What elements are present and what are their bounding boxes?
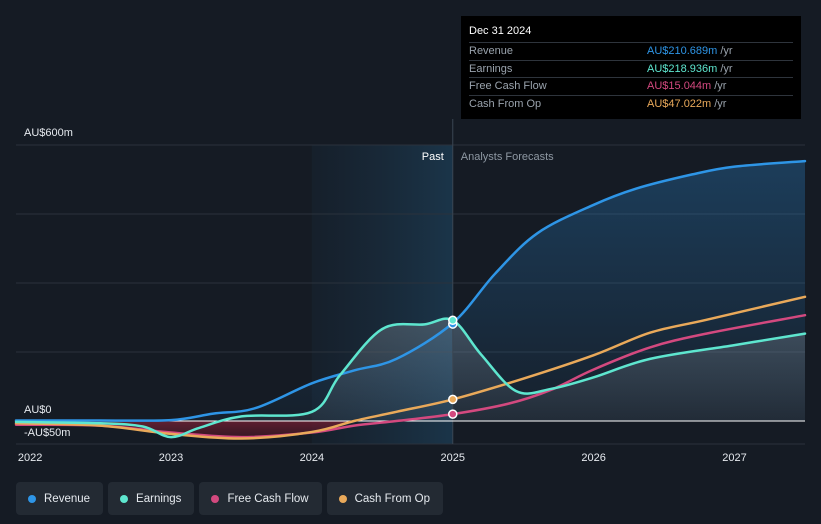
tooltip-unit: /yr bbox=[720, 62, 733, 75]
series-lines bbox=[14, 159, 807, 440]
forecast-label: Analysts Forecasts bbox=[461, 151, 554, 163]
y-tick-label: AU$600m bbox=[24, 127, 73, 139]
tooltip-unit: /yr bbox=[714, 97, 727, 110]
tooltip-value: AU$47.022m bbox=[647, 97, 712, 110]
x-tick-label: 2025 bbox=[441, 452, 465, 464]
legend-item-earnings[interactable]: Earnings bbox=[108, 482, 195, 515]
tooltip-row-cash-from-op: Cash From Op AU$47.022m /yr bbox=[469, 94, 793, 113]
marker-earnings bbox=[448, 315, 458, 326]
highlight-markers bbox=[448, 315, 458, 419]
x-tick-label: 2024 bbox=[300, 452, 324, 464]
tooltip-row-revenue: Revenue AU$210.689m /yr bbox=[469, 42, 793, 60]
series-line-revenue bbox=[14, 159, 807, 422]
y-tick-label: AU$0 bbox=[24, 404, 52, 416]
past-label: Past bbox=[422, 151, 444, 163]
marker-free-cash-flow bbox=[448, 409, 458, 419]
tooltip-label: Earnings bbox=[469, 62, 513, 75]
legend-dot-icon bbox=[338, 494, 347, 503]
tooltip-value: AU$210.689m bbox=[647, 45, 718, 58]
tooltip-date: Dec 31 2024 bbox=[469, 25, 532, 37]
legend-dot-icon bbox=[120, 494, 129, 503]
x-axis-labels: 2022 2023 2024 2025 2026 2027 bbox=[18, 452, 747, 464]
x-tick-label: 2023 bbox=[159, 452, 183, 464]
tooltip-row-earnings: Earnings AU$218.936m /yr bbox=[469, 59, 793, 78]
legend-item-free-cash-flow[interactable]: Free Cash Flow bbox=[199, 482, 322, 515]
x-tick-label: 2022 bbox=[18, 452, 42, 464]
legend-dot-icon bbox=[211, 494, 220, 503]
legend-item-revenue[interactable]: Revenue bbox=[16, 482, 104, 515]
legend-label: Earnings bbox=[136, 492, 182, 505]
tooltip-value: AU$218.936m bbox=[647, 62, 718, 75]
legend-dot-icon bbox=[28, 494, 36, 503]
y-tick-label: -AU$50m bbox=[24, 427, 70, 439]
legend-item-cash-from-op[interactable]: Cash From Op bbox=[326, 482, 444, 515]
legend: Revenue Earnings Free Cash Flow Cash Fro… bbox=[16, 482, 444, 515]
tooltip-label: Revenue bbox=[469, 45, 514, 58]
legend-label: Cash From Op bbox=[354, 492, 431, 505]
tooltip-value: AU$15.044m bbox=[647, 80, 712, 93]
tooltip-label: Free Cash Flow bbox=[469, 80, 547, 93]
series-line-earnings bbox=[14, 317, 807, 439]
tooltip-row-free-cash-flow: Free Cash Flow AU$15.044m /yr bbox=[469, 77, 793, 95]
x-tick-label: 2027 bbox=[722, 452, 746, 464]
y-axis-labels: AU$600m AU$0 -AU$50m bbox=[24, 127, 73, 439]
series-line-free-cash-flow bbox=[14, 313, 807, 439]
x-tick-label: 2026 bbox=[581, 452, 605, 464]
tooltip-unit: /yr bbox=[720, 45, 733, 58]
earnings-area bbox=[16, 318, 805, 438]
legend-label: Free Cash Flow bbox=[227, 492, 309, 505]
tooltip-label: Cash From Op bbox=[469, 97, 542, 110]
marker-cash-from-op bbox=[448, 394, 458, 405]
series-line-cash-from-op bbox=[14, 295, 807, 440]
data-tooltip: Dec 31 2024 Revenue AU$210.689m /yr Earn… bbox=[461, 16, 801, 119]
revenue-area bbox=[16, 161, 805, 421]
tooltip-unit: /yr bbox=[714, 80, 727, 93]
legend-label: Revenue bbox=[44, 492, 91, 505]
